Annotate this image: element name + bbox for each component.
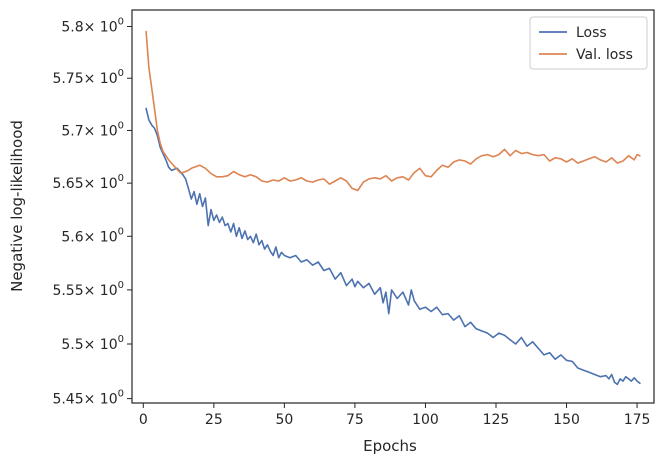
x-tick-label: 50 (275, 412, 293, 428)
legend-label-0: Loss (576, 25, 607, 41)
series-line-0 (145, 107, 641, 386)
plot-area (132, 10, 654, 403)
y-tick-label: 5.5× 100 (61, 334, 124, 353)
x-tick-label: 175 (624, 412, 651, 428)
y-tick-label: 5.7× 100 (61, 120, 124, 139)
x-axis: 0 25 50 75 100 125 150 175 (139, 403, 651, 428)
y-tick-label: 5.45× 100 (52, 389, 124, 408)
y-tick-label: 5.65× 100 (52, 173, 124, 192)
x-axis-label: Epochs (363, 437, 417, 455)
y-axis-label: Negative log-likelihood (8, 120, 26, 292)
x-tick-label: 125 (483, 412, 510, 428)
x-tick-label: 75 (346, 412, 364, 428)
x-tick-label: 100 (412, 412, 439, 428)
legend-box (529, 16, 648, 70)
x-tick-label: 0 (139, 412, 148, 428)
series-layer (145, 30, 641, 386)
y-tick-label: 5.8× 100 (61, 16, 124, 35)
y-axis: 5.45× 100 5.5× 100 5.55× 100 5.6× 100 5.65× … (52, 16, 132, 408)
y-tick-label: 5.75× 100 (52, 68, 124, 87)
series-line-1 (145, 30, 641, 192)
plot-frame (131, 9, 655, 404)
x-tick-label: 25 (205, 412, 223, 428)
legend: Loss Val. loss (529, 16, 648, 70)
x-tick-label: 150 (553, 412, 580, 428)
y-tick-label: 5.55× 100 (52, 280, 124, 299)
legend-label-1: Val. loss (576, 47, 633, 63)
y-tick-label: 5.6× 100 (61, 226, 124, 245)
